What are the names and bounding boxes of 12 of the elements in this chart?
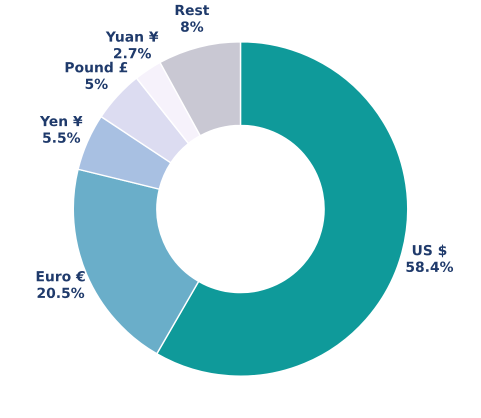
slice-label: US $ [412,244,446,258]
slice-label: Rest [176,4,210,16]
slice-label: Yuan ¥ [106,32,158,42]
data-label: 20.5% [38,288,84,298]
data-label: 2.7% [114,48,151,58]
data-label: 5.5% [43,132,80,143]
slice-label: Yen ¥ [40,116,82,126]
data-label: 5% [86,78,108,90]
data-label: 58.4% [406,262,454,272]
slice-label: Euro € [36,270,85,282]
data-label: 8% [180,21,204,32]
slice-label: Pound £ [66,62,128,72]
